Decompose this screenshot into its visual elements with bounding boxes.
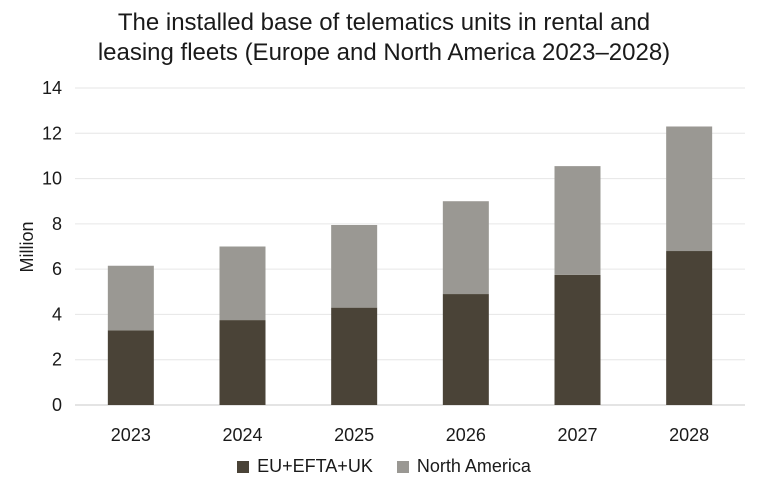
- x-tick-label: 2026: [446, 425, 486, 445]
- legend-item-eu: EU+EFTA+UK: [237, 456, 373, 477]
- bar-eu-2024: [219, 320, 266, 405]
- y-tick-label: 12: [42, 123, 62, 143]
- bar-eu-2023: [107, 330, 154, 405]
- legend-label-eu: EU+EFTA+UK: [257, 456, 373, 476]
- bar-na-2025: [331, 224, 378, 308]
- legend: EU+EFTA+UK North America: [0, 456, 768, 477]
- bar-na-2024: [219, 246, 266, 321]
- x-tick-label: 2025: [334, 425, 374, 445]
- legend-swatch-na: [396, 460, 409, 473]
- chart-title: The installed base of telematics units i…: [0, 8, 768, 68]
- bar-eu-2027: [554, 274, 601, 405]
- legend-swatch-eu: [237, 460, 250, 473]
- y-tick-label: 8: [52, 214, 62, 234]
- legend-item-na: North America: [396, 456, 531, 477]
- y-axis-label: Million: [17, 221, 37, 272]
- y-tick-label: 4: [52, 304, 62, 324]
- bar-eu-2026: [442, 294, 489, 405]
- y-tick-label: 0: [52, 395, 62, 415]
- y-tick-label: 6: [52, 259, 62, 279]
- bar-eu-2028: [666, 251, 713, 405]
- x-tick-label: 2027: [557, 425, 597, 445]
- x-tick-label: 2028: [669, 425, 709, 445]
- x-tick-label: 2023: [111, 425, 151, 445]
- bar-na-2027: [554, 166, 601, 275]
- chart-title-line-1: The installed base of telematics units i…: [117, 9, 651, 36]
- y-tick-label: 2: [52, 350, 62, 370]
- bar-na-2028: [666, 126, 713, 252]
- legend-label-na: North America: [416, 456, 531, 476]
- chart-title-line-2: leasing fleets (Europe and North America…: [97, 39, 671, 66]
- y-tick-label: 14: [42, 78, 62, 98]
- bar-eu-2025: [331, 307, 378, 405]
- y-tick-label: 10: [42, 169, 62, 189]
- x-tick-label: 2024: [222, 425, 262, 445]
- bar-na-2023: [107, 265, 154, 331]
- bar-na-2026: [442, 201, 489, 295]
